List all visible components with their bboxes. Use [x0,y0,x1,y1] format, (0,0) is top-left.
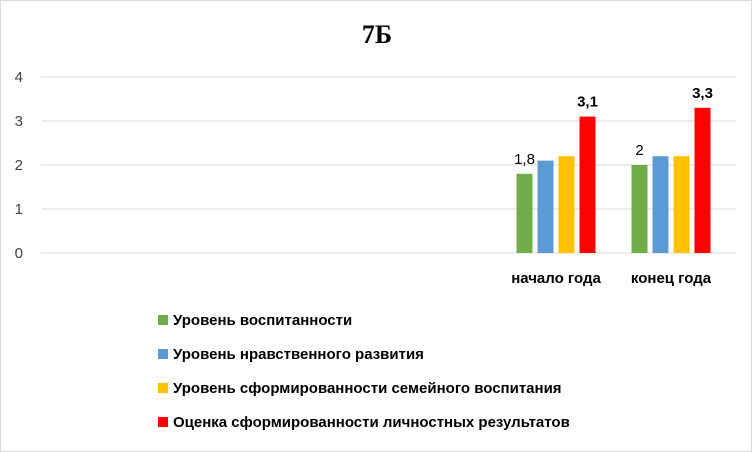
legend-label: Оценка сформированности личностных резул… [173,414,570,431]
bar [694,107,711,253]
data-labels: 1,8 3,1 2 3,3 [514,85,713,168]
legend-swatch [158,383,168,393]
bar [537,160,554,253]
legend-swatch [158,349,168,359]
legend: Уровень воспитанности Уровень нравственно… [158,312,570,431]
legend-label: Уровень воспитанности [173,312,352,329]
bar [558,156,575,253]
y-tick-label: 0 [15,245,23,262]
legend-label: Уровень нравственного развития [173,346,424,363]
legend-swatch [158,417,168,427]
data-label: 2 [635,142,643,159]
bars [516,107,711,253]
bar [516,173,533,253]
legend-swatch [158,315,168,325]
bar [631,165,648,253]
bar [652,156,669,253]
x-category-label: начало года [511,270,601,287]
bar [673,156,690,253]
data-label: 3,1 [577,94,598,111]
y-tick-label: 4 [15,69,23,86]
y-axis-ticks: 0 1 2 3 4 [15,69,23,262]
x-category-label: конец года [631,270,712,287]
y-tick-label: 2 [15,157,23,174]
legend-label: Уровень сформированности семейного воспи… [173,380,562,397]
y-tick-label: 1 [15,201,23,218]
data-label: 3,3 [692,85,713,102]
y-tick-label: 3 [15,113,23,130]
x-axis-categories: начало года конец года [511,270,712,287]
data-label: 1,8 [514,151,535,168]
bar [579,116,596,253]
chart-title: 7Б [362,20,392,49]
gridlines [41,76,736,254]
